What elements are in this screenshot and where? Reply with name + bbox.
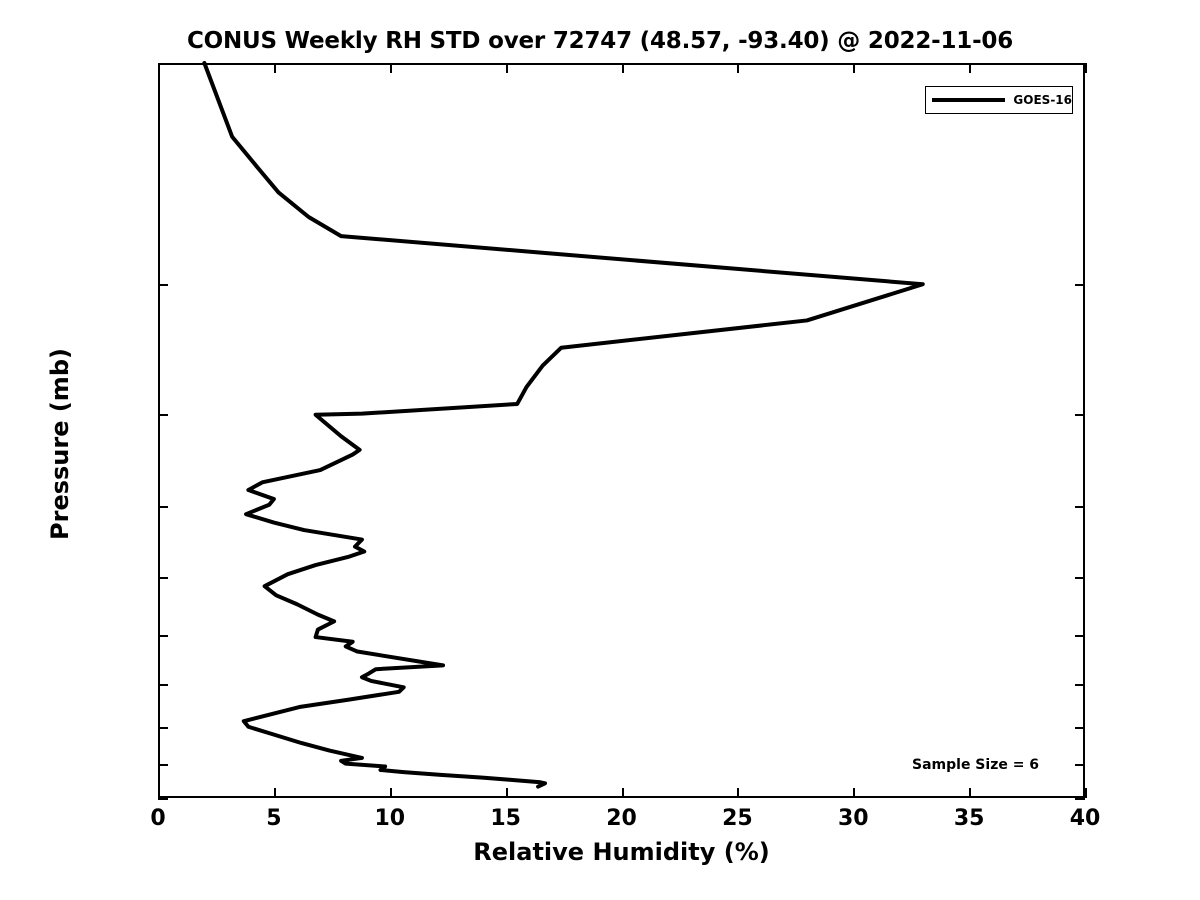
- x-tick-mark: [969, 63, 972, 73]
- page-title: CONUS Weekly RH STD over 72747 (48.57, -…: [186, 28, 1014, 54]
- y-axis-label: Pressure (mb): [46, 348, 74, 540]
- x-tick-mark: [737, 63, 740, 73]
- y-tick-mark: [1075, 505, 1085, 508]
- x-tick-mark: [158, 788, 160, 798]
- y-tick-mark: [158, 576, 168, 579]
- y-tick-mark: [158, 684, 168, 687]
- x-tick-label: 35: [953, 806, 985, 831]
- x-tick-mark: [273, 788, 276, 798]
- y-tick-mark: [1075, 726, 1085, 729]
- y-tick-mark: [1075, 576, 1085, 579]
- y-tick-mark: [158, 413, 168, 416]
- x-tick-label: 5: [266, 806, 282, 831]
- x-tick-mark: [1085, 63, 1087, 73]
- y-tick-mark: [1075, 413, 1085, 416]
- x-tick-mark: [621, 788, 624, 798]
- x-tick-label: 25: [722, 806, 753, 831]
- y-tick-mark: [158, 505, 168, 508]
- x-tick-mark: [158, 63, 160, 73]
- x-tick-label: 0: [150, 806, 166, 831]
- x-tick-label: 10: [374, 806, 406, 831]
- legend-line-swatch: [932, 98, 1006, 102]
- x-tick-mark: [389, 788, 392, 798]
- x-tick-mark: [389, 63, 392, 73]
- x-tick-mark: [505, 788, 508, 798]
- x-tick-mark: [969, 788, 972, 798]
- y-tick-mark: [1075, 798, 1085, 800]
- x-tick-label: 30: [837, 806, 869, 831]
- y-tick-mark: [158, 726, 168, 729]
- x-tick-mark: [621, 63, 624, 73]
- x-tick-label: 40: [1069, 806, 1101, 831]
- y-tick-mark: [1075, 764, 1085, 767]
- plot-area: [158, 61, 1085, 798]
- x-tick-mark: [853, 63, 856, 73]
- x-tick-label: 15: [490, 806, 521, 831]
- y-tick-mark: [158, 764, 168, 767]
- x-tick-mark: [737, 788, 740, 798]
- sample-size-annotation: Sample Size = 6: [912, 757, 1040, 773]
- y-tick-mark: [1075, 284, 1085, 287]
- y-tick-mark: [1075, 634, 1085, 637]
- data-plot: [202, 61, 925, 789]
- y-tick-mark: [158, 634, 168, 637]
- x-tick-mark: [853, 788, 856, 798]
- x-tick-mark: [273, 63, 276, 73]
- x-tick-label: 20: [606, 806, 637, 831]
- y-tick-mark: [1075, 63, 1085, 65]
- x-tick-mark: [505, 63, 508, 73]
- y-tick-mark: [158, 284, 168, 287]
- x-axis-label: Relative Humidity (%): [473, 838, 770, 866]
- legend[interactable]: GOES-16: [925, 86, 1073, 114]
- legend-item-label: GOES-16: [1013, 93, 1072, 107]
- x-tick-mark: [1085, 788, 1087, 798]
- series-line-goes-16: [202, 61, 925, 789]
- y-tick-mark: [158, 798, 168, 800]
- y-tick-mark: [1075, 684, 1085, 687]
- y-tick-mark: [158, 63, 168, 65]
